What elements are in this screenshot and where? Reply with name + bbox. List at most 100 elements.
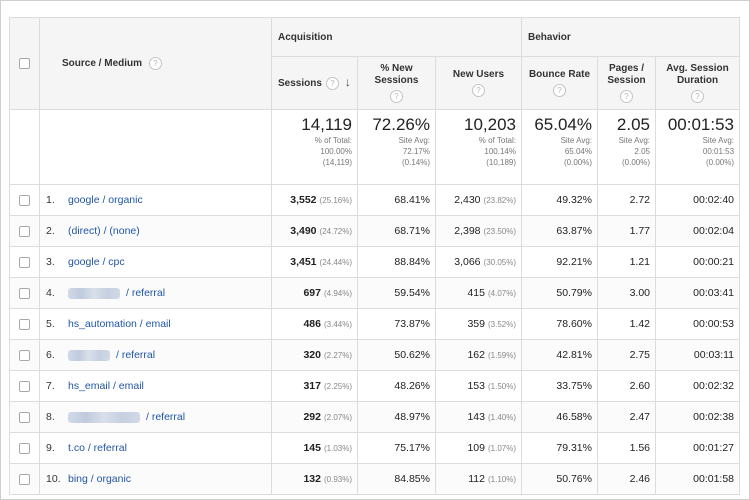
- sessions-value: 3,451: [290, 256, 317, 268]
- new-sessions-cell: 68.41%: [357, 184, 436, 216]
- row-checkbox[interactable]: [19, 411, 30, 423]
- bounce-rate-cell: 33.75%: [521, 370, 598, 402]
- bounce-rate-cell: 79.31%: [521, 432, 598, 464]
- pages-session-cell: 2.60: [597, 370, 656, 402]
- row-checkbox-cell: [9, 215, 40, 247]
- select-all-cell: [9, 17, 40, 110]
- new-sessions-cell: 88.84%: [357, 246, 436, 278]
- help-icon[interactable]: ?: [148, 57, 162, 70]
- row-index: 4.: [46, 287, 55, 299]
- source-medium-link[interactable]: hs_automation / email: [68, 318, 171, 330]
- source-medium-link[interactable]: / referral: [126, 287, 166, 299]
- source-medium-link[interactable]: google / organic: [68, 194, 143, 206]
- sessions-value: 132: [303, 473, 321, 485]
- row-index: 7.: [46, 380, 55, 392]
- redacted-source: [68, 287, 120, 299]
- new-users-column-header[interactable]: New Users?: [435, 56, 522, 110]
- help-icon[interactable]: ?: [553, 84, 566, 97]
- sort-descending-icon[interactable]: ↓: [344, 75, 351, 89]
- source-medium-link[interactable]: t.co / referral: [68, 442, 127, 454]
- row-checkbox-cell: [9, 339, 40, 371]
- sessions-percent: (1.03%): [323, 444, 352, 453]
- new-users-percent: (30.05%): [483, 258, 516, 267]
- row-checkbox[interactable]: [19, 194, 30, 206]
- pages-session-label: Pages / Session: [607, 63, 646, 86]
- new-users-percent: (1.50%): [487, 382, 516, 391]
- source-medium-link[interactable]: google / cpc: [68, 256, 125, 268]
- table-row[interactable]: 5. hs_automation / email 486 (3.44%) 73.87% 3…: [9, 308, 741, 340]
- table-row[interactable]: 2. (direct) / (none) 3,490 (24.72%) 68.71% 2,…: [9, 215, 741, 247]
- table-row[interactable]: 3. google / cpc 3,451 (24.44%) 88.84% 3,066 (3…: [9, 246, 741, 278]
- help-icon[interactable]: ?: [620, 90, 633, 103]
- source-medium-link[interactable]: / referral: [146, 411, 186, 423]
- source-medium-header[interactable]: Source / Medium ?: [39, 17, 272, 110]
- sessions-percent: (24.72%): [319, 227, 352, 236]
- avg-duration-column-header[interactable]: Avg. Session Duration?: [654, 56, 741, 110]
- row-checkbox[interactable]: [19, 318, 30, 330]
- source-cell: 2. (direct) / (none): [39, 215, 272, 247]
- bounce-rate-column-header[interactable]: Bounce Rate?: [521, 56, 598, 110]
- pages-session-cell: 2.72: [597, 184, 656, 216]
- help-icon[interactable]: ?: [325, 76, 339, 90]
- table-row[interactable]: 7. hs_email / email 317 (2.25%) 48.26% 153 (1.…: [9, 370, 741, 402]
- source-medium-link[interactable]: (direct) / (none): [68, 225, 140, 237]
- sessions-percent: (2.27%): [323, 351, 352, 360]
- bounce-rate-label: Bounce Rate: [528, 69, 591, 80]
- bounce-rate-cell: 50.76%: [521, 463, 598, 495]
- row-checkbox[interactable]: [19, 256, 30, 268]
- row-checkbox[interactable]: [19, 225, 30, 237]
- sessions-cell: 697 (4.94%): [271, 277, 358, 309]
- new-users-value: 153: [467, 380, 485, 392]
- row-checkbox[interactable]: [19, 349, 30, 361]
- redacted-source: [68, 411, 140, 423]
- new-users-value: 2,398: [454, 225, 481, 237]
- new-users-value: 143: [467, 411, 485, 423]
- new-users-value: 162: [467, 349, 485, 361]
- source-medium-link[interactable]: bing / organic: [68, 473, 132, 485]
- row-checkbox[interactable]: [19, 287, 30, 299]
- row-checkbox-cell: [9, 184, 40, 216]
- sessions-column-header[interactable]: Sessions? ↓: [271, 56, 358, 110]
- redacted-source: [68, 349, 110, 361]
- help-icon[interactable]: ?: [472, 84, 485, 97]
- new-users-cell: 359 (3.52%): [435, 308, 522, 340]
- new-sessions-column-header[interactable]: % New Sessions?: [357, 56, 436, 110]
- source-cell: 9. t.co / referral: [39, 432, 272, 464]
- new-users-percent: (4.07%): [487, 289, 516, 298]
- help-icon[interactable]: ?: [691, 90, 704, 103]
- avg-duration-cell: 00:00:53: [654, 308, 741, 340]
- table-row[interactable]: 9. t.co / referral 145 (1.03%) 75.17% 109 (1.0…: [9, 432, 741, 464]
- row-index: 9.: [46, 442, 55, 454]
- acquisition-group-header: Acquisition: [271, 17, 522, 57]
- table-row[interactable]: 6. / referral 320 (2.27%) 50.62% 162 (1.59%) 42…: [9, 339, 741, 371]
- row-checkbox[interactable]: [19, 473, 30, 485]
- pages-session-cell: 3.00: [597, 277, 656, 309]
- new-sessions-cell: 48.26%: [357, 370, 436, 402]
- table-row[interactable]: 8. / referral 292 (2.07%) 48.97% 143 (1.40%) 46…: [9, 401, 741, 433]
- new-users-percent: (23.82%): [483, 196, 516, 205]
- sessions-cell: 3,451 (24.44%): [271, 246, 358, 278]
- pages-session-column-header[interactable]: Pages / Session?: [597, 56, 656, 110]
- sessions-percent: (3.44%): [323, 320, 352, 329]
- sessions-percent: (2.07%): [323, 413, 352, 422]
- new-users-percent: (1.10%): [487, 475, 516, 484]
- sessions-cell: 3,490 (24.72%): [271, 215, 358, 247]
- row-checkbox[interactable]: [19, 380, 30, 392]
- row-index: 1.: [46, 194, 55, 206]
- table-row[interactable]: 1. google / organic 3,552 (25.16%) 68.41% 2,4…: [9, 184, 741, 216]
- table-row[interactable]: 4. / referral 697 (4.94%) 59.54% 415 (4.07%) 50…: [9, 277, 741, 309]
- source-cell: 6. / referral: [39, 339, 272, 371]
- bounce-rate-cell: 92.21%: [521, 246, 598, 278]
- help-icon[interactable]: ?: [390, 90, 403, 103]
- new-users-cell: 162 (1.59%): [435, 339, 522, 371]
- select-all-checkbox[interactable]: [19, 57, 30, 69]
- sessions-percent: (24.44%): [319, 258, 352, 267]
- source-medium-link[interactable]: / referral: [116, 349, 156, 361]
- pages-session-cell: 2.75: [597, 339, 656, 371]
- table-row[interactable]: 10. bing / organic 132 (0.93%) 84.85% 112 (1.1…: [9, 463, 741, 495]
- bounce-rate-cell: 78.60%: [521, 308, 598, 340]
- sessions-value: 292: [303, 411, 321, 423]
- source-medium-link[interactable]: hs_email / email: [68, 380, 144, 392]
- row-checkbox[interactable]: [19, 442, 30, 454]
- sessions-cell: 320 (2.27%): [271, 339, 358, 371]
